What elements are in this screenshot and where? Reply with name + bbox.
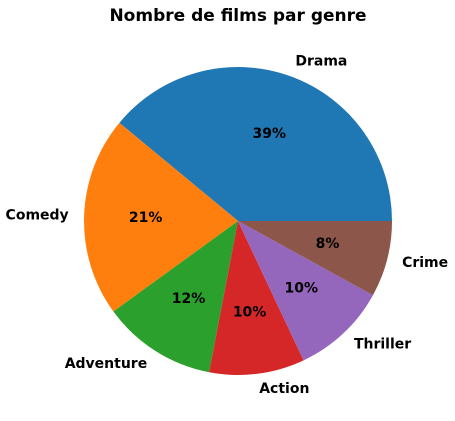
slice-label-drama: Drama bbox=[295, 54, 347, 70]
slice-label-adventure: Adventure bbox=[65, 356, 148, 372]
chart-title: Nombre de films par genre bbox=[109, 6, 366, 26]
slice-drama bbox=[119, 66, 393, 221]
pct-label-drama: 39% bbox=[253, 126, 287, 142]
pie-labels: Drama 39% Comedy 21% Adventure 12% Action 10% Th… bbox=[6, 54, 449, 397]
slice-label-action: Action bbox=[259, 381, 309, 397]
pct-label-action: 10% bbox=[233, 305, 267, 321]
slice-adventure bbox=[113, 221, 238, 373]
slice-crime bbox=[238, 221, 392, 296]
pct-label-comedy: 21% bbox=[129, 210, 163, 226]
slice-thriller bbox=[238, 221, 373, 361]
pie-slices bbox=[84, 66, 393, 375]
slice-comedy bbox=[84, 122, 238, 312]
slice-label-comedy: Comedy bbox=[6, 208, 69, 224]
slice-label-crime: Crime bbox=[402, 255, 448, 271]
slice-label-thriller: Thriller bbox=[354, 336, 411, 352]
slice-action bbox=[209, 221, 304, 375]
pct-label-adventure: 12% bbox=[172, 291, 206, 307]
pct-label-thriller: 10% bbox=[284, 280, 318, 296]
pct-label-crime: 8% bbox=[316, 236, 340, 252]
